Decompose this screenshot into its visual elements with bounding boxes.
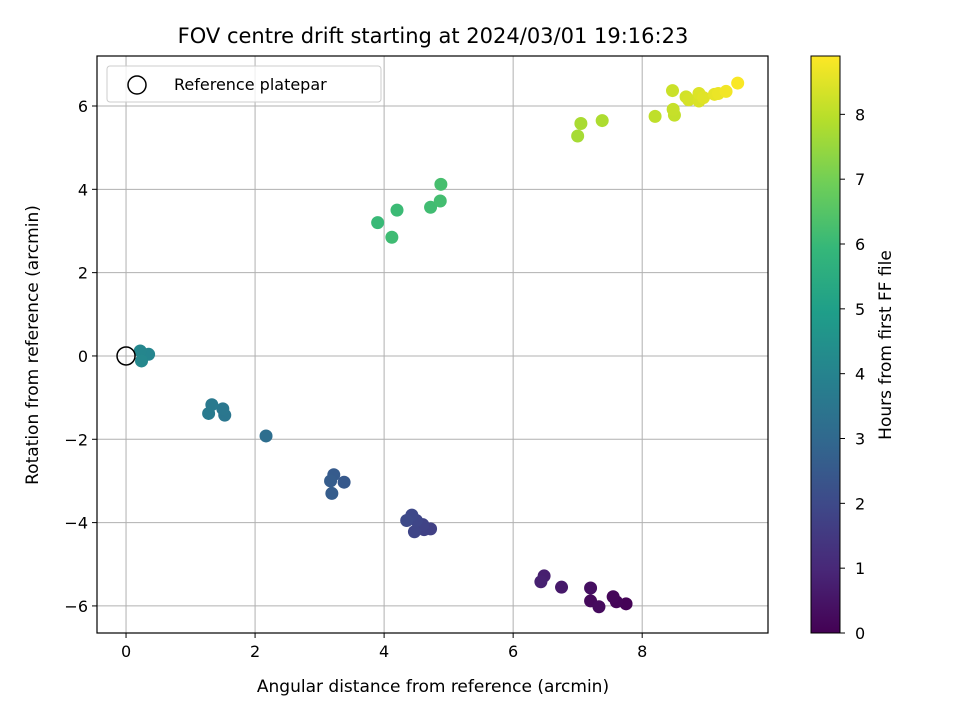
colorbar-label: Hours from first FF file <box>876 250 896 440</box>
data-point <box>135 354 149 368</box>
data-point <box>202 406 216 420</box>
colorbar-gradient <box>810 55 841 634</box>
data-point <box>619 597 633 611</box>
data-point <box>424 200 438 214</box>
legend: Reference platepar <box>106 65 382 103</box>
data-point <box>719 84 733 98</box>
colorbar-tick-label: 2 <box>855 494 865 513</box>
legend-label: Reference platepar <box>174 75 327 94</box>
y-tick-label: −6 <box>64 597 88 616</box>
reference-platepar-marker <box>116 346 136 366</box>
data-point <box>682 93 696 107</box>
y-tick-label: 2 <box>78 264 88 283</box>
legend-box <box>106 65 382 103</box>
y-axis: −6 −4 −2 0 2 4 6 <box>64 97 97 616</box>
plot-frame <box>96 55 769 634</box>
chart-title: FOV centre drift starting at 2024/03/01 … <box>178 24 689 48</box>
data-point <box>534 575 548 589</box>
y-tick-label: −2 <box>64 430 88 449</box>
colorbar-tick-label: 1 <box>855 559 865 578</box>
data-point <box>606 590 620 604</box>
x-tick-label: 2 <box>250 642 260 661</box>
colorbar-tick-label: 6 <box>855 235 865 254</box>
data-point <box>371 216 385 230</box>
y-tick-label: 4 <box>78 180 88 199</box>
data-point <box>390 203 404 217</box>
data-point <box>696 91 710 105</box>
x-tick-label: 0 <box>121 642 131 661</box>
y-tick-label: −4 <box>64 514 88 533</box>
data-point <box>400 514 414 528</box>
reference-marker-layer <box>116 346 136 366</box>
data-point <box>648 109 662 123</box>
data-point <box>434 177 448 191</box>
data-point <box>407 525 421 539</box>
data-point <box>592 600 606 614</box>
data-point <box>571 129 585 143</box>
colorbar-tick-label: 4 <box>855 365 865 384</box>
colorbar-tick-label: 8 <box>855 105 865 124</box>
data-point <box>324 474 338 488</box>
colorbar: 0 1 2 3 4 5 6 7 8 Hours from first FF file <box>810 55 896 643</box>
data-point <box>574 116 588 130</box>
data-point <box>325 486 339 500</box>
x-axis-title: Angular distance from reference (arcmin) <box>257 677 609 697</box>
legend-reference-marker <box>127 75 147 95</box>
colorbar-tick-label: 3 <box>855 430 865 449</box>
colorbar-ticks: 0 1 2 3 4 5 6 7 8 <box>840 105 865 643</box>
data-point <box>584 581 598 595</box>
data-point <box>731 76 745 90</box>
x-tick-label: 6 <box>508 642 518 661</box>
data-point <box>385 230 399 244</box>
data-point <box>666 84 680 98</box>
data-point <box>337 475 351 489</box>
y-axis-title: Rotation from reference (arcmin) <box>23 205 43 485</box>
colorbar-tick-label: 7 <box>855 170 865 189</box>
data-point <box>666 102 680 116</box>
data-point <box>133 344 147 358</box>
colorbar-tick-label: 5 <box>855 300 865 319</box>
x-tick-label: 8 <box>637 642 647 661</box>
x-tick-label: 4 <box>379 642 389 661</box>
data-point <box>595 114 609 128</box>
colorbar-tick-label: 0 <box>855 624 865 643</box>
data-point <box>433 194 447 208</box>
grid-lines <box>97 56 768 633</box>
data-point <box>555 580 569 594</box>
data-points <box>133 76 745 614</box>
data-point <box>259 429 273 443</box>
y-tick-label: 0 <box>78 347 88 366</box>
y-tick-label: 6 <box>78 97 88 116</box>
data-point <box>216 402 230 416</box>
x-axis: 0 2 4 6 8 <box>121 633 647 661</box>
